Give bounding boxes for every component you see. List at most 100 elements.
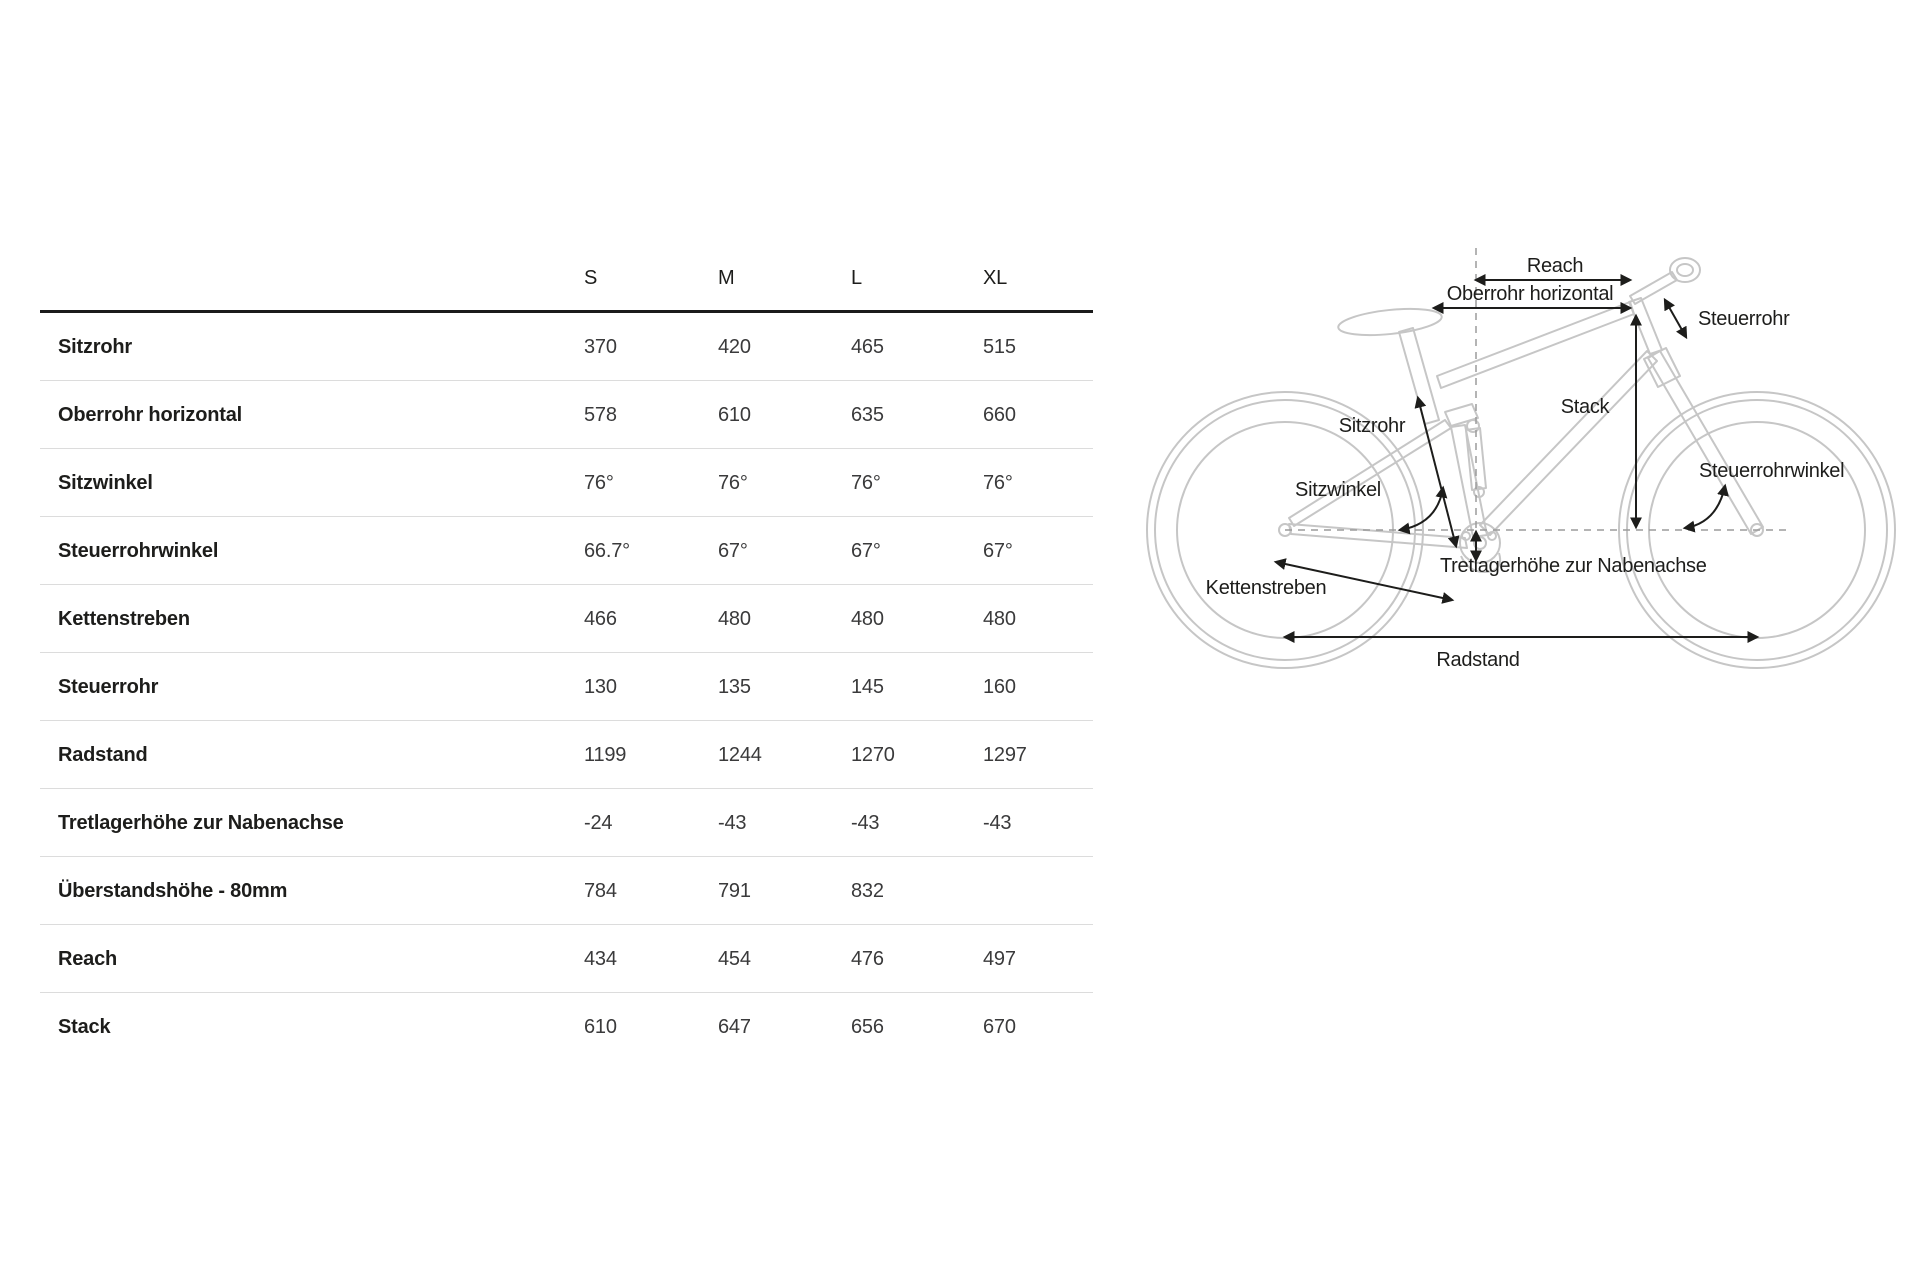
cell-xl: 76° <box>983 471 1013 494</box>
down-tube <box>1479 350 1658 536</box>
cell-xl: 1297 <box>983 743 1027 766</box>
cell-s: 466 <box>584 607 617 630</box>
cell-l: 656 <box>851 1015 884 1038</box>
seat-tube <box>1450 424 1488 538</box>
cell-s: 130 <box>584 675 617 698</box>
cell-xl: -43 <box>983 811 1012 834</box>
cell-m: -43 <box>718 811 747 834</box>
row-label: Sitzrohr <box>58 335 132 358</box>
seatpost <box>1398 327 1440 425</box>
cell-s: 1199 <box>584 743 627 766</box>
cell-s: 578 <box>584 403 617 426</box>
chain-stay <box>1288 523 1468 549</box>
cell-m: 480 <box>718 607 751 630</box>
cell-m: 76° <box>718 471 748 494</box>
head-tube <box>1628 297 1663 355</box>
cell-l: -43 <box>851 811 880 834</box>
row-label: Steuerrohr <box>58 675 159 698</box>
column-header-s: S <box>584 266 598 289</box>
table-row: Steuerrohrwinkel 66.7° 67° 67° 67° <box>40 517 1093 585</box>
top-tube <box>1436 301 1635 389</box>
rocker-link <box>1444 403 1479 427</box>
geometry-table: S M L XL Sitzrohr 370 420 465 515 Oberro… <box>40 245 1093 1060</box>
fork-crown <box>1643 347 1681 388</box>
table-row: Reach 434 454 476 497 <box>40 925 1093 993</box>
table-row: Steuerrohr 130 135 145 160 <box>40 653 1093 721</box>
saddle <box>1337 307 1443 337</box>
label-steuerrohr: Steuerrohr <box>1698 308 1790 330</box>
sitzwinkel-arc <box>1397 485 1448 535</box>
row-label: Sitzwinkel <box>58 471 153 494</box>
cell-m: 67° <box>718 539 748 562</box>
table-header-row: S M L XL <box>40 245 1093 313</box>
cell-m: 647 <box>718 1015 751 1038</box>
fork <box>1647 350 1764 535</box>
label-radstand: Radstand <box>1436 649 1519 671</box>
front-wheel <box>1618 391 1896 669</box>
cell-s: 434 <box>584 947 617 970</box>
cell-m: 610 <box>718 403 751 426</box>
cell-xl: 670 <box>983 1015 1016 1038</box>
rear-shock <box>1465 427 1487 491</box>
cell-s: 610 <box>584 1015 617 1038</box>
dimension-arrows <box>1273 274 1760 643</box>
sitzrohr-arrow <box>1414 395 1460 549</box>
bike-geometry-diagram: Reach Oberrohr horizontal Steuerrohr Sta… <box>1146 248 1896 671</box>
column-header-m: M <box>718 266 735 289</box>
cell-s: 76° <box>584 471 614 494</box>
cell-m: 791 <box>718 879 751 902</box>
cell-l: 67° <box>851 539 881 562</box>
steuerrohrwinkel-arc <box>1682 483 1729 533</box>
label-reach: Reach <box>1527 255 1583 277</box>
column-header-xl: XL <box>983 266 1008 289</box>
cell-m: 135 <box>718 675 751 698</box>
table-row: Sitzrohr 370 420 465 515 <box>40 313 1093 381</box>
label-tretlagerhoehe: Tretlagerhöhe zur Nabenachse <box>1440 555 1707 577</box>
cell-l: 476 <box>851 947 884 970</box>
label-stack: Stack <box>1561 396 1611 418</box>
label-sitzrohr: Sitzrohr <box>1339 415 1406 437</box>
row-label: Stack <box>58 1015 111 1038</box>
cell-l: 480 <box>851 607 884 630</box>
steuerrohr-arrow <box>1663 297 1688 340</box>
table-row: Tretlagerhöhe zur Nabenachse -24 -43 -43… <box>40 789 1093 857</box>
kettenstreben-arrow <box>1273 558 1455 604</box>
row-label: Steuerrohrwinkel <box>58 539 219 562</box>
cell-l: 635 <box>851 403 884 426</box>
row-label: Reach <box>58 947 118 970</box>
cell-l: 145 <box>851 675 884 698</box>
cell-xl: 67° <box>983 539 1013 562</box>
cell-m: 1244 <box>718 743 762 766</box>
handlebar-grip <box>1669 257 1701 283</box>
cell-xl: 515 <box>983 335 1016 358</box>
diagram-labels: Reach Oberrohr horizontal Steuerrohr Sta… <box>1206 255 1845 671</box>
table-row: Stack 610 647 656 670 <box>40 993 1093 1060</box>
cell-m: 420 <box>718 335 751 358</box>
cell-xl: 480 <box>983 607 1016 630</box>
cell-l: 1270 <box>851 743 895 766</box>
column-header-l: L <box>851 266 862 289</box>
table-row: Kettenstreben 466 480 480 480 <box>40 585 1093 653</box>
cell-s: 370 <box>584 335 617 358</box>
cell-s: -24 <box>584 811 613 834</box>
label-sitzwinkel: Sitzwinkel <box>1295 479 1381 501</box>
cell-l: 465 <box>851 335 884 358</box>
table-row: Radstand 1199 1244 1270 1297 <box>40 721 1093 789</box>
cell-l: 76° <box>851 471 881 494</box>
row-label: Überstandshöhe - 80mm <box>58 879 288 902</box>
row-label: Radstand <box>58 743 148 766</box>
cell-l: 832 <box>851 879 884 902</box>
label-oberrohr: Oberrohr horizontal <box>1447 283 1614 305</box>
cell-s: 784 <box>584 879 617 902</box>
table-row: Überstandshöhe - 80mm 784 791 832 <box>40 857 1093 925</box>
table-row: Sitzwinkel 76° 76° 76° 76° <box>40 449 1093 517</box>
table-body: Sitzrohr 370 420 465 515 Oberrohr horizo… <box>40 313 1093 1060</box>
label-kettenstreben: Kettenstreben <box>1206 577 1327 599</box>
row-label: Tretlagerhöhe zur Nabenachse <box>58 811 344 834</box>
cell-m: 454 <box>718 947 751 970</box>
label-steuerrohrwinkel: Steuerrohrwinkel <box>1699 460 1844 482</box>
table-row: Oberrohr horizontal 578 610 635 660 <box>40 381 1093 449</box>
row-label: Kettenstreben <box>58 607 190 630</box>
cell-s: 66.7° <box>584 539 630 562</box>
row-label: Oberrohr horizontal <box>58 403 242 426</box>
